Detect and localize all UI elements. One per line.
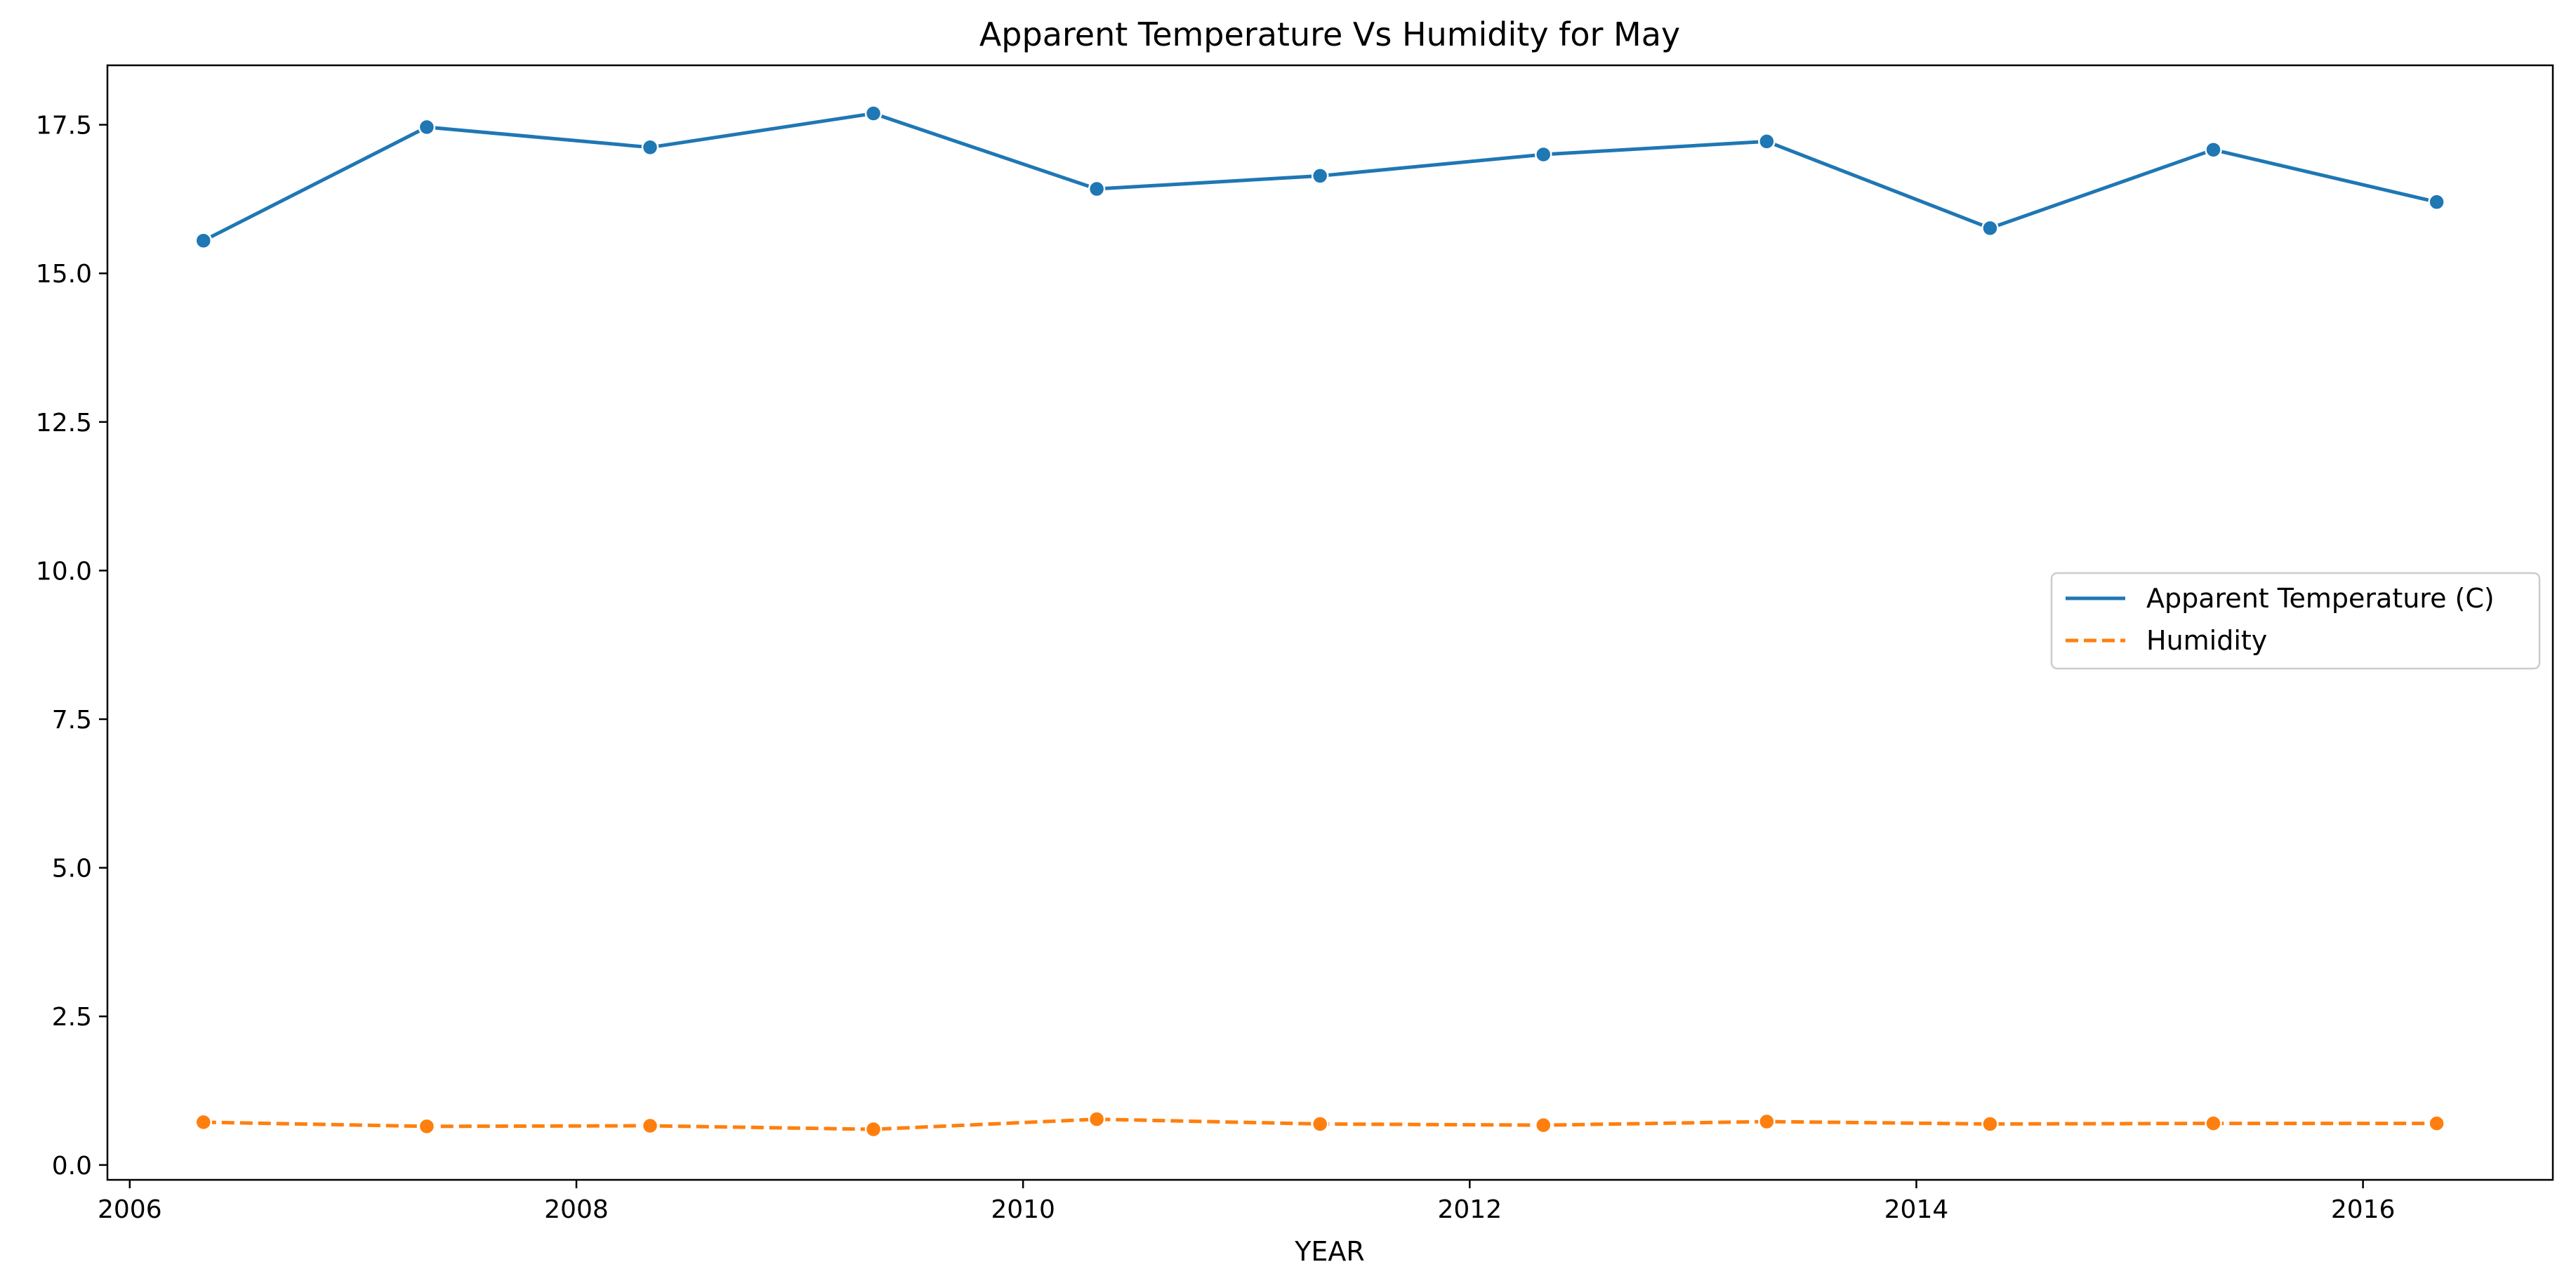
data-point xyxy=(194,232,213,249)
x-axis: 2006 2008 2010 2012 2014 2016 xyxy=(98,1180,2395,1224)
legend-label-apparent-temperature: Apparent Temperature (C) xyxy=(2146,583,2495,614)
data-point xyxy=(1981,219,1999,237)
data-point xyxy=(1981,1115,1999,1133)
legend-frame xyxy=(2050,572,2541,670)
y-tick-label: 5.0 xyxy=(52,855,92,883)
data-point xyxy=(864,105,883,122)
x-tick-label: 2008 xyxy=(544,1195,609,1224)
data-point xyxy=(418,1117,436,1136)
data-point xyxy=(2428,1115,2445,1132)
x-tick-label: 2012 xyxy=(1437,1195,1502,1224)
data-point xyxy=(418,118,436,136)
data-point xyxy=(641,1117,659,1135)
data-point xyxy=(1758,1112,1776,1131)
x-tick-label: 2010 xyxy=(991,1195,1055,1224)
data-point xyxy=(2428,193,2445,211)
data-point xyxy=(641,138,659,157)
y-tick-label: 17.5 xyxy=(36,112,92,140)
data-point xyxy=(1311,1115,1329,1133)
y-tick-label: 15.0 xyxy=(36,260,92,289)
data-point xyxy=(2205,140,2222,159)
y-tick-label: 12.5 xyxy=(36,409,92,438)
chart-title: Apparent Temperature Vs Humidity for May xyxy=(979,15,1680,53)
legend: Apparent Temperature (C) Humidity xyxy=(2050,572,2541,670)
data-point xyxy=(1535,145,1552,164)
data-point xyxy=(1088,180,1106,198)
plot-frame xyxy=(106,64,2554,1181)
y-tick-label: 0.0 xyxy=(52,1152,92,1181)
legend-label-humidity: Humidity xyxy=(2146,625,2267,656)
y-tick-label: 10.0 xyxy=(36,557,92,586)
data-point xyxy=(864,1120,883,1138)
data-point xyxy=(2205,1115,2222,1132)
data-point xyxy=(1535,1116,1552,1134)
x-axis-label: YEAR xyxy=(1294,1236,1365,1267)
x-tick-label: 2006 xyxy=(98,1195,162,1224)
series-layer xyxy=(194,105,2445,1138)
y-tick-label: 7.5 xyxy=(52,706,92,735)
x-tick-label: 2014 xyxy=(1884,1195,1949,1224)
data-point xyxy=(1758,133,1776,150)
data-point xyxy=(194,1113,213,1131)
y-tick-label: 2.5 xyxy=(52,1003,92,1032)
data-point xyxy=(1088,1110,1106,1128)
y-axis: 0.0 2.5 5.0 7.5 10.0 12.5 15.0 17.5 xyxy=(36,112,107,1181)
data-point xyxy=(1311,167,1329,185)
x-tick-label: 2016 xyxy=(2331,1195,2396,1224)
